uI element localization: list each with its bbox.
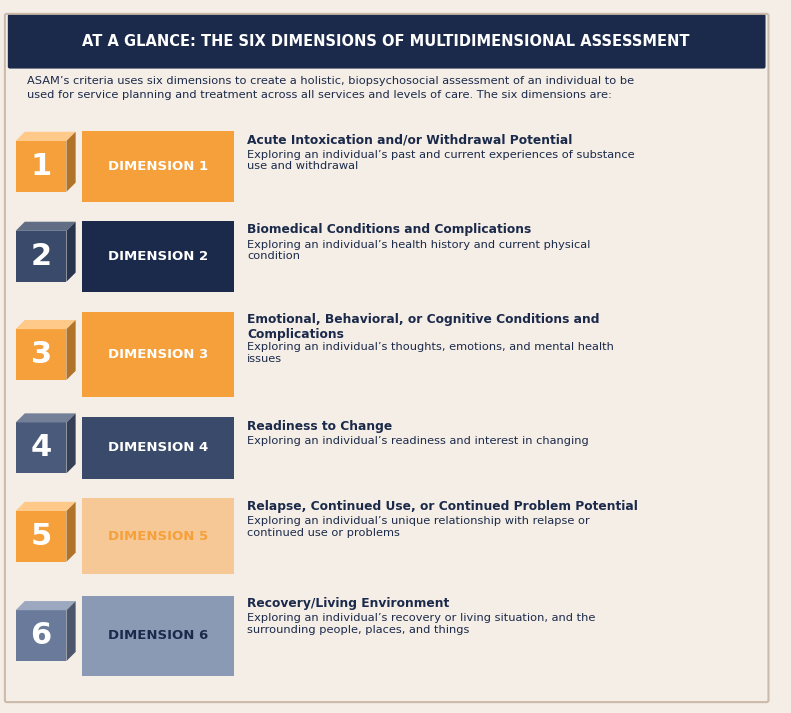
Polygon shape bbox=[82, 131, 233, 202]
Polygon shape bbox=[66, 222, 76, 282]
Polygon shape bbox=[16, 502, 76, 511]
FancyBboxPatch shape bbox=[8, 14, 766, 68]
Text: Relapse, Continued Use, or Continued Problem Potential: Relapse, Continued Use, or Continued Pro… bbox=[248, 500, 638, 513]
Text: AT A GLANCE: THE SIX DIMENSIONS OF MULTIDIMENSIONAL ASSESSMENT: AT A GLANCE: THE SIX DIMENSIONS OF MULTI… bbox=[82, 34, 690, 48]
Polygon shape bbox=[13, 303, 763, 406]
Polygon shape bbox=[13, 213, 763, 299]
Polygon shape bbox=[16, 329, 66, 380]
Text: DIMENSION 6: DIMENSION 6 bbox=[108, 629, 208, 642]
Polygon shape bbox=[66, 601, 76, 661]
Polygon shape bbox=[16, 132, 76, 141]
Polygon shape bbox=[82, 416, 233, 479]
Text: Readiness to Change: Readiness to Change bbox=[248, 419, 392, 433]
Text: DIMENSION 4: DIMENSION 4 bbox=[108, 441, 208, 454]
Polygon shape bbox=[16, 610, 66, 661]
Polygon shape bbox=[16, 231, 66, 282]
Polygon shape bbox=[16, 414, 76, 423]
Text: Exploring an individual’s recovery or living situation, and the
surrounding peop: Exploring an individual’s recovery or li… bbox=[248, 613, 596, 635]
Polygon shape bbox=[66, 414, 76, 473]
Polygon shape bbox=[66, 320, 76, 380]
Polygon shape bbox=[16, 222, 76, 231]
Text: DIMENSION 1: DIMENSION 1 bbox=[108, 160, 208, 173]
Polygon shape bbox=[82, 312, 233, 396]
Text: Exploring an individual’s past and current experiences of substance
use and with: Exploring an individual’s past and curre… bbox=[248, 150, 635, 171]
Polygon shape bbox=[82, 595, 233, 676]
Text: Exploring an individual’s readiness and interest in changing: Exploring an individual’s readiness and … bbox=[248, 436, 589, 446]
Polygon shape bbox=[13, 123, 763, 210]
Text: DIMENSION 2: DIMENSION 2 bbox=[108, 250, 208, 263]
Text: 6: 6 bbox=[30, 621, 51, 650]
Polygon shape bbox=[13, 410, 763, 486]
Text: Acute Intoxication and/or Withdrawal Potential: Acute Intoxication and/or Withdrawal Pot… bbox=[248, 133, 573, 146]
Text: Biomedical Conditions and Complications: Biomedical Conditions and Complications bbox=[248, 223, 532, 236]
Text: Exploring an individual’s health history and current physical
condition: Exploring an individual’s health history… bbox=[248, 240, 591, 261]
Text: 5: 5 bbox=[30, 522, 51, 551]
Text: ASAM’s criteria uses six dimensions to create a holistic, biopsychosocial assess: ASAM’s criteria uses six dimensions to c… bbox=[28, 76, 634, 101]
Text: 3: 3 bbox=[31, 340, 51, 369]
Text: Exploring an individual’s thoughts, emotions, and mental health
issues: Exploring an individual’s thoughts, emot… bbox=[248, 342, 615, 364]
Polygon shape bbox=[16, 320, 76, 329]
Polygon shape bbox=[16, 511, 66, 562]
Polygon shape bbox=[16, 601, 76, 610]
Polygon shape bbox=[82, 221, 233, 292]
Text: Recovery/Living Environment: Recovery/Living Environment bbox=[248, 597, 449, 610]
Text: Exploring an individual’s unique relationship with relapse or
continued use or p: Exploring an individual’s unique relatio… bbox=[248, 516, 590, 538]
Polygon shape bbox=[16, 141, 66, 192]
Polygon shape bbox=[13, 587, 763, 684]
Polygon shape bbox=[13, 490, 763, 583]
Text: DIMENSION 3: DIMENSION 3 bbox=[108, 348, 208, 361]
Text: DIMENSION 5: DIMENSION 5 bbox=[108, 530, 208, 543]
Text: 2: 2 bbox=[31, 242, 51, 271]
Text: 1: 1 bbox=[30, 152, 51, 181]
Polygon shape bbox=[66, 132, 76, 192]
Polygon shape bbox=[66, 502, 76, 562]
Text: 4: 4 bbox=[30, 434, 51, 463]
Text: Emotional, Behavioral, or Cognitive Conditions and
Complications: Emotional, Behavioral, or Cognitive Cond… bbox=[248, 313, 600, 341]
Polygon shape bbox=[16, 423, 66, 473]
Polygon shape bbox=[82, 498, 233, 575]
